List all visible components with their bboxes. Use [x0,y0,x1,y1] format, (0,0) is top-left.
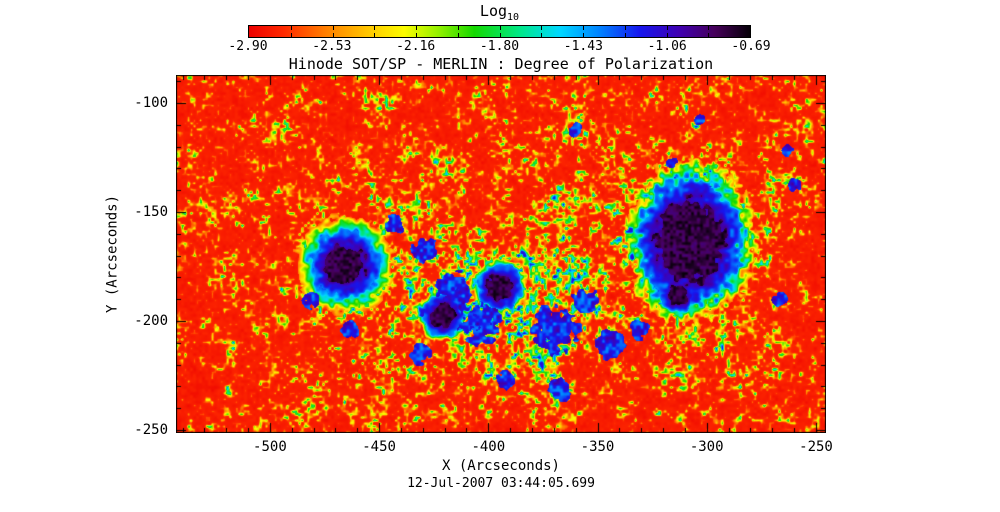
colorbar-tick [374,26,376,30]
colorbar-tick [666,33,668,37]
colorbar-tick [541,26,543,30]
colorbar-tick-label: -1.80 [479,39,520,54]
x-tick-label: -450 [362,439,396,455]
colorbar-title-main: Log [479,2,508,20]
colorbar-tick [583,33,584,37]
colorbar-tick [666,26,668,30]
colorbar-tick [457,33,459,37]
x-tick-label: -400 [471,439,506,455]
colorbar-tick [499,33,501,37]
colorbar-tick-label: -2.16 [396,39,436,54]
colorbar-tick [583,26,584,30]
colorbar-tick [499,26,501,30]
y-tick-label: -100 [134,94,168,111]
colorbar-tick-label: -1.43 [563,39,603,54]
polarization-map [176,75,826,433]
colorbar-gradient [248,25,751,38]
colorbar-tick [708,26,710,30]
plot-title: Hinode SOT/SP - MERLIN : Degree of Polar… [288,55,714,73]
colorbar-tick [708,33,710,37]
colorbar-tick [541,33,543,37]
colorbar-tick-labels: -2.90 -2.53 -2.16 -1.80 -1.43 -1.06 -0.69 [228,39,770,56]
timestamp: 12-Jul-2007 03:44:05.699 [407,476,595,491]
y-tick-label: -200 [134,312,168,329]
colorbar-tick-label: -2.53 [312,39,352,54]
colorbar-tick-label: -1.06 [647,39,687,54]
colorbar-tick [624,26,626,30]
colorbar-tick [624,33,626,37]
colorbar-tick [374,33,376,37]
colorbar-tick [290,26,292,30]
x-tick-label: -250 [799,439,833,455]
colorbar-title: Log10 [248,2,751,27]
colorbar-tick-label: -2.90 [228,39,268,54]
colorbar-tick [416,26,417,30]
colorbar-title-subscript: 10 [507,12,520,23]
x-tick-label: -500 [253,439,287,455]
colorbar-tick [332,26,334,30]
y-tick-label: -150 [134,203,168,220]
colorbar-tick-label: -0.69 [731,39,771,54]
x-axis-label: X (Arcseconds) [441,458,560,474]
y-tick-label: -250 [134,421,168,438]
colorbar-tick [290,33,292,37]
colorbar-tick [332,33,334,37]
x-tick-label: -300 [689,439,724,455]
x-tick-label: -350 [580,439,615,455]
colorbar-tick [416,33,417,37]
colorbar-tick [457,26,459,30]
